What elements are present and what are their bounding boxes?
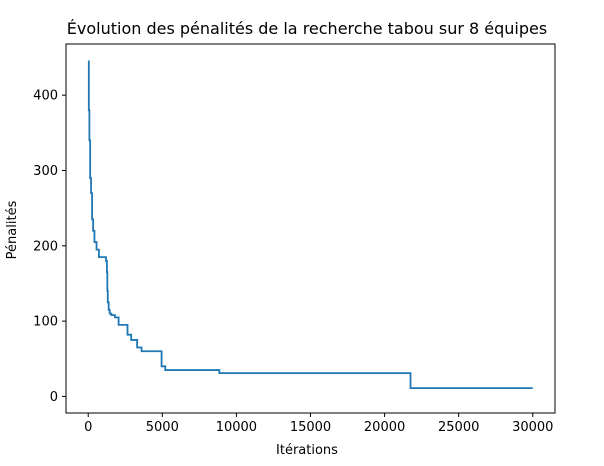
y-tick-label: 0 bbox=[50, 390, 58, 405]
y-tick-label: 200 bbox=[33, 239, 58, 254]
x-tick-label: 30000 bbox=[512, 420, 553, 435]
x-tick-label: 15000 bbox=[290, 420, 331, 435]
x-tick-label: 25000 bbox=[438, 420, 479, 435]
series-line-0 bbox=[87, 60, 533, 390]
x-axis-label: Itérations bbox=[276, 443, 338, 458]
plot-area bbox=[87, 60, 533, 390]
x-tick-label: 10000 bbox=[216, 420, 257, 435]
y-axis-label: Pénalités bbox=[5, 200, 20, 259]
x-tick-label: 20000 bbox=[364, 420, 405, 435]
y-tick-label: 400 bbox=[33, 89, 58, 104]
y-tick-label: 300 bbox=[33, 164, 58, 179]
axes: 0 5000 10000 15000 20000 25000 30000 0 100 200 300… bbox=[33, 43, 556, 435]
x-tick-label: 5000 bbox=[146, 420, 179, 435]
x-tick-label: 0 bbox=[84, 420, 92, 435]
chart-title: Évolution des pénalités de la recherche … bbox=[67, 19, 547, 38]
y-tick-label: 100 bbox=[33, 315, 58, 330]
